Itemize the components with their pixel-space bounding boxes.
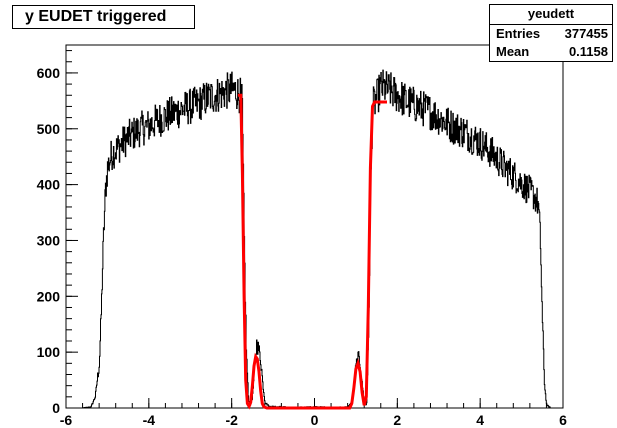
- stats-entries-label: Entries: [496, 26, 541, 41]
- y-tick-label: 400: [37, 177, 61, 193]
- fit-series-line: [237, 93, 387, 410]
- y-tick-label: 600: [37, 65, 61, 81]
- x-tick-label: 0: [311, 412, 319, 428]
- chart-title: y EUDET triggered: [12, 5, 195, 29]
- y-tick-label: 200: [37, 288, 61, 304]
- stats-entries-value: 377455: [564, 26, 608, 41]
- stats-mean-value: 0.1158: [568, 44, 608, 59]
- plot-frame: [65, 44, 564, 409]
- y-tick-label: 300: [37, 232, 61, 248]
- x-tick-label: 2: [393, 412, 401, 428]
- x-tick-label: -2: [225, 412, 238, 428]
- x-tick-label: -4: [143, 412, 156, 428]
- stats-mean-row: Mean 0.1158: [490, 43, 612, 61]
- stats-entries-row: Entries 377455: [490, 25, 612, 43]
- stats-box: yeudett Entries 377455 Mean 0.1158: [489, 4, 613, 62]
- histogram-series-line: [82, 69, 551, 409]
- x-tick-label: 4: [476, 412, 484, 428]
- x-tick-label: -6: [60, 412, 73, 428]
- y-tick-label: 500: [37, 121, 61, 137]
- axes-ticks: [65, 50, 564, 409]
- stats-mean-label: Mean: [496, 44, 530, 59]
- y-tick-label: 0: [52, 400, 60, 416]
- x-tick-label: 6: [559, 412, 567, 428]
- y-tick-label: 100: [37, 344, 61, 360]
- stats-name: yeudett: [490, 5, 612, 25]
- tick-labels: -6 -4 -2 0 2 4 6 0 100 200 300 400 500 600: [37, 65, 567, 428]
